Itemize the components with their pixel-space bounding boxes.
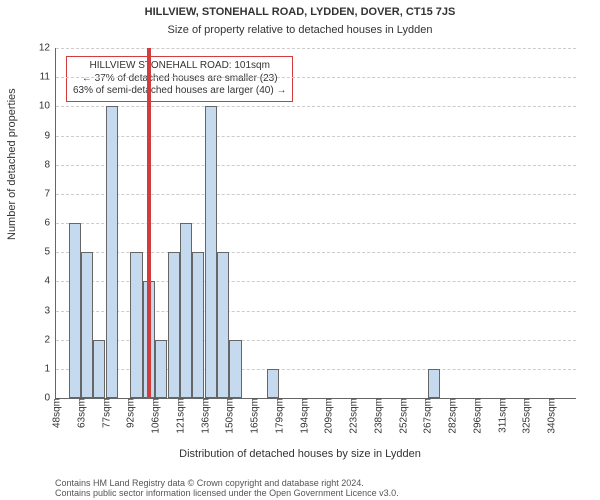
- plot-area: HILLVIEW STONEHALL ROAD: 101sqm← 37% of …: [55, 48, 576, 399]
- x-tick: 63sqm: [74, 398, 87, 428]
- gridline: [56, 223, 576, 224]
- x-tick: 238sqm: [371, 398, 384, 434]
- gridline: [56, 165, 576, 166]
- x-tick: 106sqm: [149, 398, 162, 434]
- bar: [229, 340, 241, 398]
- gridline: [56, 136, 576, 137]
- x-tick: 121sqm: [173, 398, 186, 434]
- bar: [217, 252, 229, 398]
- bar: [130, 252, 142, 398]
- y-tick: 11: [20, 72, 56, 83]
- y-tick: 1: [20, 363, 56, 374]
- annotation-line: HILLVIEW STONEHALL ROAD: 101sqm: [73, 60, 286, 73]
- bar: [192, 252, 204, 398]
- chart-title: HILLVIEW, STONEHALL ROAD, LYDDEN, DOVER,…: [0, 6, 600, 18]
- indicator-line: [149, 48, 151, 398]
- gridline: [56, 77, 576, 78]
- x-tick: 150sqm: [223, 398, 236, 434]
- y-tick: 8: [20, 159, 56, 170]
- x-tick: 311sqm: [495, 398, 508, 433]
- x-tick: 194sqm: [297, 398, 310, 434]
- x-tick: 179sqm: [272, 398, 285, 434]
- y-tick: 3: [20, 305, 56, 316]
- x-tick: 92sqm: [124, 398, 137, 428]
- gridline: [56, 48, 576, 49]
- gridline: [56, 194, 576, 195]
- y-tick: 6: [20, 218, 56, 229]
- footer-text: Contains HM Land Registry data © Crown c…: [55, 478, 575, 498]
- y-tick: 12: [20, 43, 56, 54]
- annotation-line: 63% of semi-detached houses are larger (…: [73, 85, 286, 98]
- x-tick: 77sqm: [99, 398, 112, 428]
- x-tick: 48sqm: [50, 398, 63, 428]
- bar: [81, 252, 93, 398]
- bar: [267, 369, 279, 398]
- bar: [93, 340, 105, 398]
- y-tick: 4: [20, 276, 56, 287]
- y-tick: 2: [20, 334, 56, 345]
- x-tick: 223sqm: [347, 398, 360, 434]
- y-axis-label: Number of detached properties: [6, 88, 18, 240]
- chart-container: HILLVIEW, STONEHALL ROAD, LYDDEN, DOVER,…: [0, 0, 600, 500]
- footer-line-2: Contains public sector information licen…: [55, 488, 575, 498]
- x-tick: 267sqm: [421, 398, 434, 434]
- bar: [155, 340, 167, 398]
- x-tick: 165sqm: [248, 398, 261, 434]
- bar: [180, 223, 192, 398]
- x-tick: 136sqm: [198, 398, 211, 434]
- chart-subtitle: Size of property relative to detached ho…: [0, 24, 600, 36]
- bar: [428, 369, 440, 398]
- bar: [106, 106, 118, 398]
- x-tick: 209sqm: [322, 398, 335, 434]
- x-tick: 325sqm: [520, 398, 533, 434]
- bar: [69, 223, 81, 398]
- y-tick: 9: [20, 130, 56, 141]
- bar: [168, 252, 180, 398]
- gridline: [56, 106, 576, 107]
- footer-line-1: Contains HM Land Registry data © Crown c…: [55, 478, 575, 488]
- bar: [205, 106, 217, 398]
- x-tick: 252sqm: [396, 398, 409, 434]
- x-tick: 282sqm: [446, 398, 459, 434]
- annotation-line: ← 37% of detached houses are smaller (23…: [73, 73, 286, 86]
- x-tick: 296sqm: [470, 398, 483, 434]
- x-axis-title: Distribution of detached houses by size …: [0, 448, 600, 460]
- y-tick: 5: [20, 247, 56, 258]
- indicator-annotation: HILLVIEW STONEHALL ROAD: 101sqm← 37% of …: [66, 56, 293, 102]
- y-tick: 10: [20, 101, 56, 112]
- x-tick: 340sqm: [545, 398, 558, 434]
- y-tick: 7: [20, 188, 56, 199]
